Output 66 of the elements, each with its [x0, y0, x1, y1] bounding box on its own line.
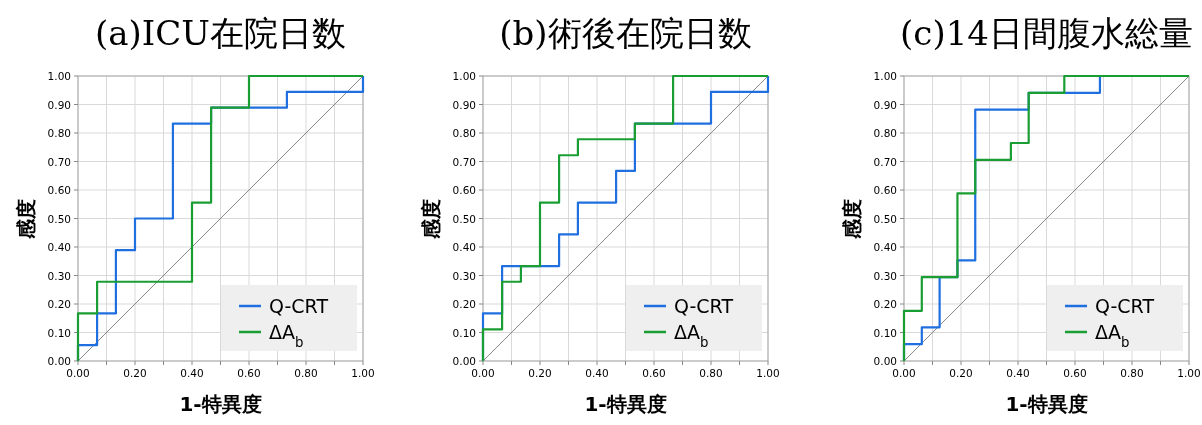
x-axis-title: 1-特異度	[584, 392, 667, 416]
y-tick-label: 0.90	[452, 98, 476, 111]
x-axis-title: 1-特異度	[1005, 392, 1088, 416]
y-tick-label: 0.50	[873, 212, 897, 225]
y-tick-label: 1.00	[873, 70, 897, 82]
x-tick-label: 0.40	[180, 367, 204, 379]
y-tick-label: 0.00	[47, 355, 71, 367]
y-tick-label: 0.60	[873, 184, 897, 196]
y-tick-label: 0.80	[47, 127, 71, 139]
chart-title: (b)術後在院日数	[499, 13, 752, 53]
y-axis-title: 感度	[14, 198, 38, 240]
x-tick-label: 0.60	[642, 367, 666, 379]
y-tick-label: 0.50	[452, 212, 476, 225]
y-tick-label: 0.00	[452, 355, 476, 367]
chart-title: (a)ICU在院日数	[95, 13, 346, 53]
y-tick-label: 0.10	[873, 326, 897, 339]
y-tick-label: 0.30	[873, 269, 897, 282]
x-axis-title: 1-特異度	[179, 392, 262, 416]
y-tick-label: 0.30	[47, 269, 71, 282]
y-tick-label: 0.20	[873, 298, 897, 310]
y-tick-label: 0.80	[873, 127, 897, 139]
y-tick-label: 0.30	[452, 269, 476, 282]
y-tick-label: 0.10	[452, 326, 476, 339]
y-tick-label: 1.00	[47, 70, 71, 82]
x-tick-label: 0.20	[528, 367, 552, 379]
y-tick-label: 0.40	[47, 241, 71, 253]
legend-label: Q-CRT	[269, 295, 329, 317]
chart-title: (c)14日間腹水総量	[900, 13, 1193, 53]
y-tick-label: 0.80	[452, 127, 476, 139]
x-tick-label: 0.80	[1120, 367, 1144, 379]
x-tick-label: 0.60	[1063, 367, 1087, 379]
x-tick-label: 0.00	[471, 367, 495, 379]
y-tick-label: 0.90	[873, 98, 897, 111]
x-tick-label: 0.60	[237, 367, 261, 379]
y-tick-label: 0.40	[452, 241, 476, 253]
y-tick-label: 0.50	[47, 212, 71, 225]
y-tick-label: 0.70	[873, 155, 897, 168]
x-tick-label: 0.20	[123, 367, 147, 379]
y-tick-label: 0.20	[452, 298, 476, 310]
legend-label: ΔA$_{b}$	[674, 321, 709, 350]
x-tick-label: 1.00	[756, 367, 780, 379]
legend-label: Q-CRT	[1095, 295, 1155, 317]
x-tick-label: 0.20	[949, 367, 973, 379]
x-tick-label: 1.00	[351, 367, 375, 379]
legend-label: ΔA$_{b}$	[269, 321, 304, 350]
legend-label: ΔA$_{b}$	[1095, 321, 1130, 350]
y-tick-label: 0.70	[47, 155, 71, 168]
x-tick-label: 0.00	[66, 367, 90, 379]
y-tick-label: 0.10	[47, 326, 71, 339]
legend-label: Q-CRT	[674, 295, 734, 317]
x-tick-label: 0.80	[699, 367, 723, 379]
y-tick-label: 0.00	[873, 355, 897, 367]
x-tick-label: 0.80	[294, 367, 318, 379]
x-tick-label: 0.40	[1006, 367, 1030, 379]
y-tick-label: 0.70	[452, 155, 476, 168]
y-tick-label: 0.90	[47, 98, 71, 111]
x-tick-label: 0.40	[585, 367, 609, 379]
y-tick-label: 0.60	[47, 184, 71, 196]
y-axis-title: 感度	[419, 198, 443, 240]
x-tick-label: 0.00	[892, 367, 916, 379]
y-tick-label: 1.00	[452, 70, 476, 82]
x-tick-label: 1.00	[1177, 367, 1201, 379]
y-tick-label: 0.60	[452, 184, 476, 196]
y-tick-label: 0.20	[47, 298, 71, 310]
y-tick-label: 0.40	[873, 241, 897, 253]
y-axis-title: 感度	[840, 198, 864, 240]
